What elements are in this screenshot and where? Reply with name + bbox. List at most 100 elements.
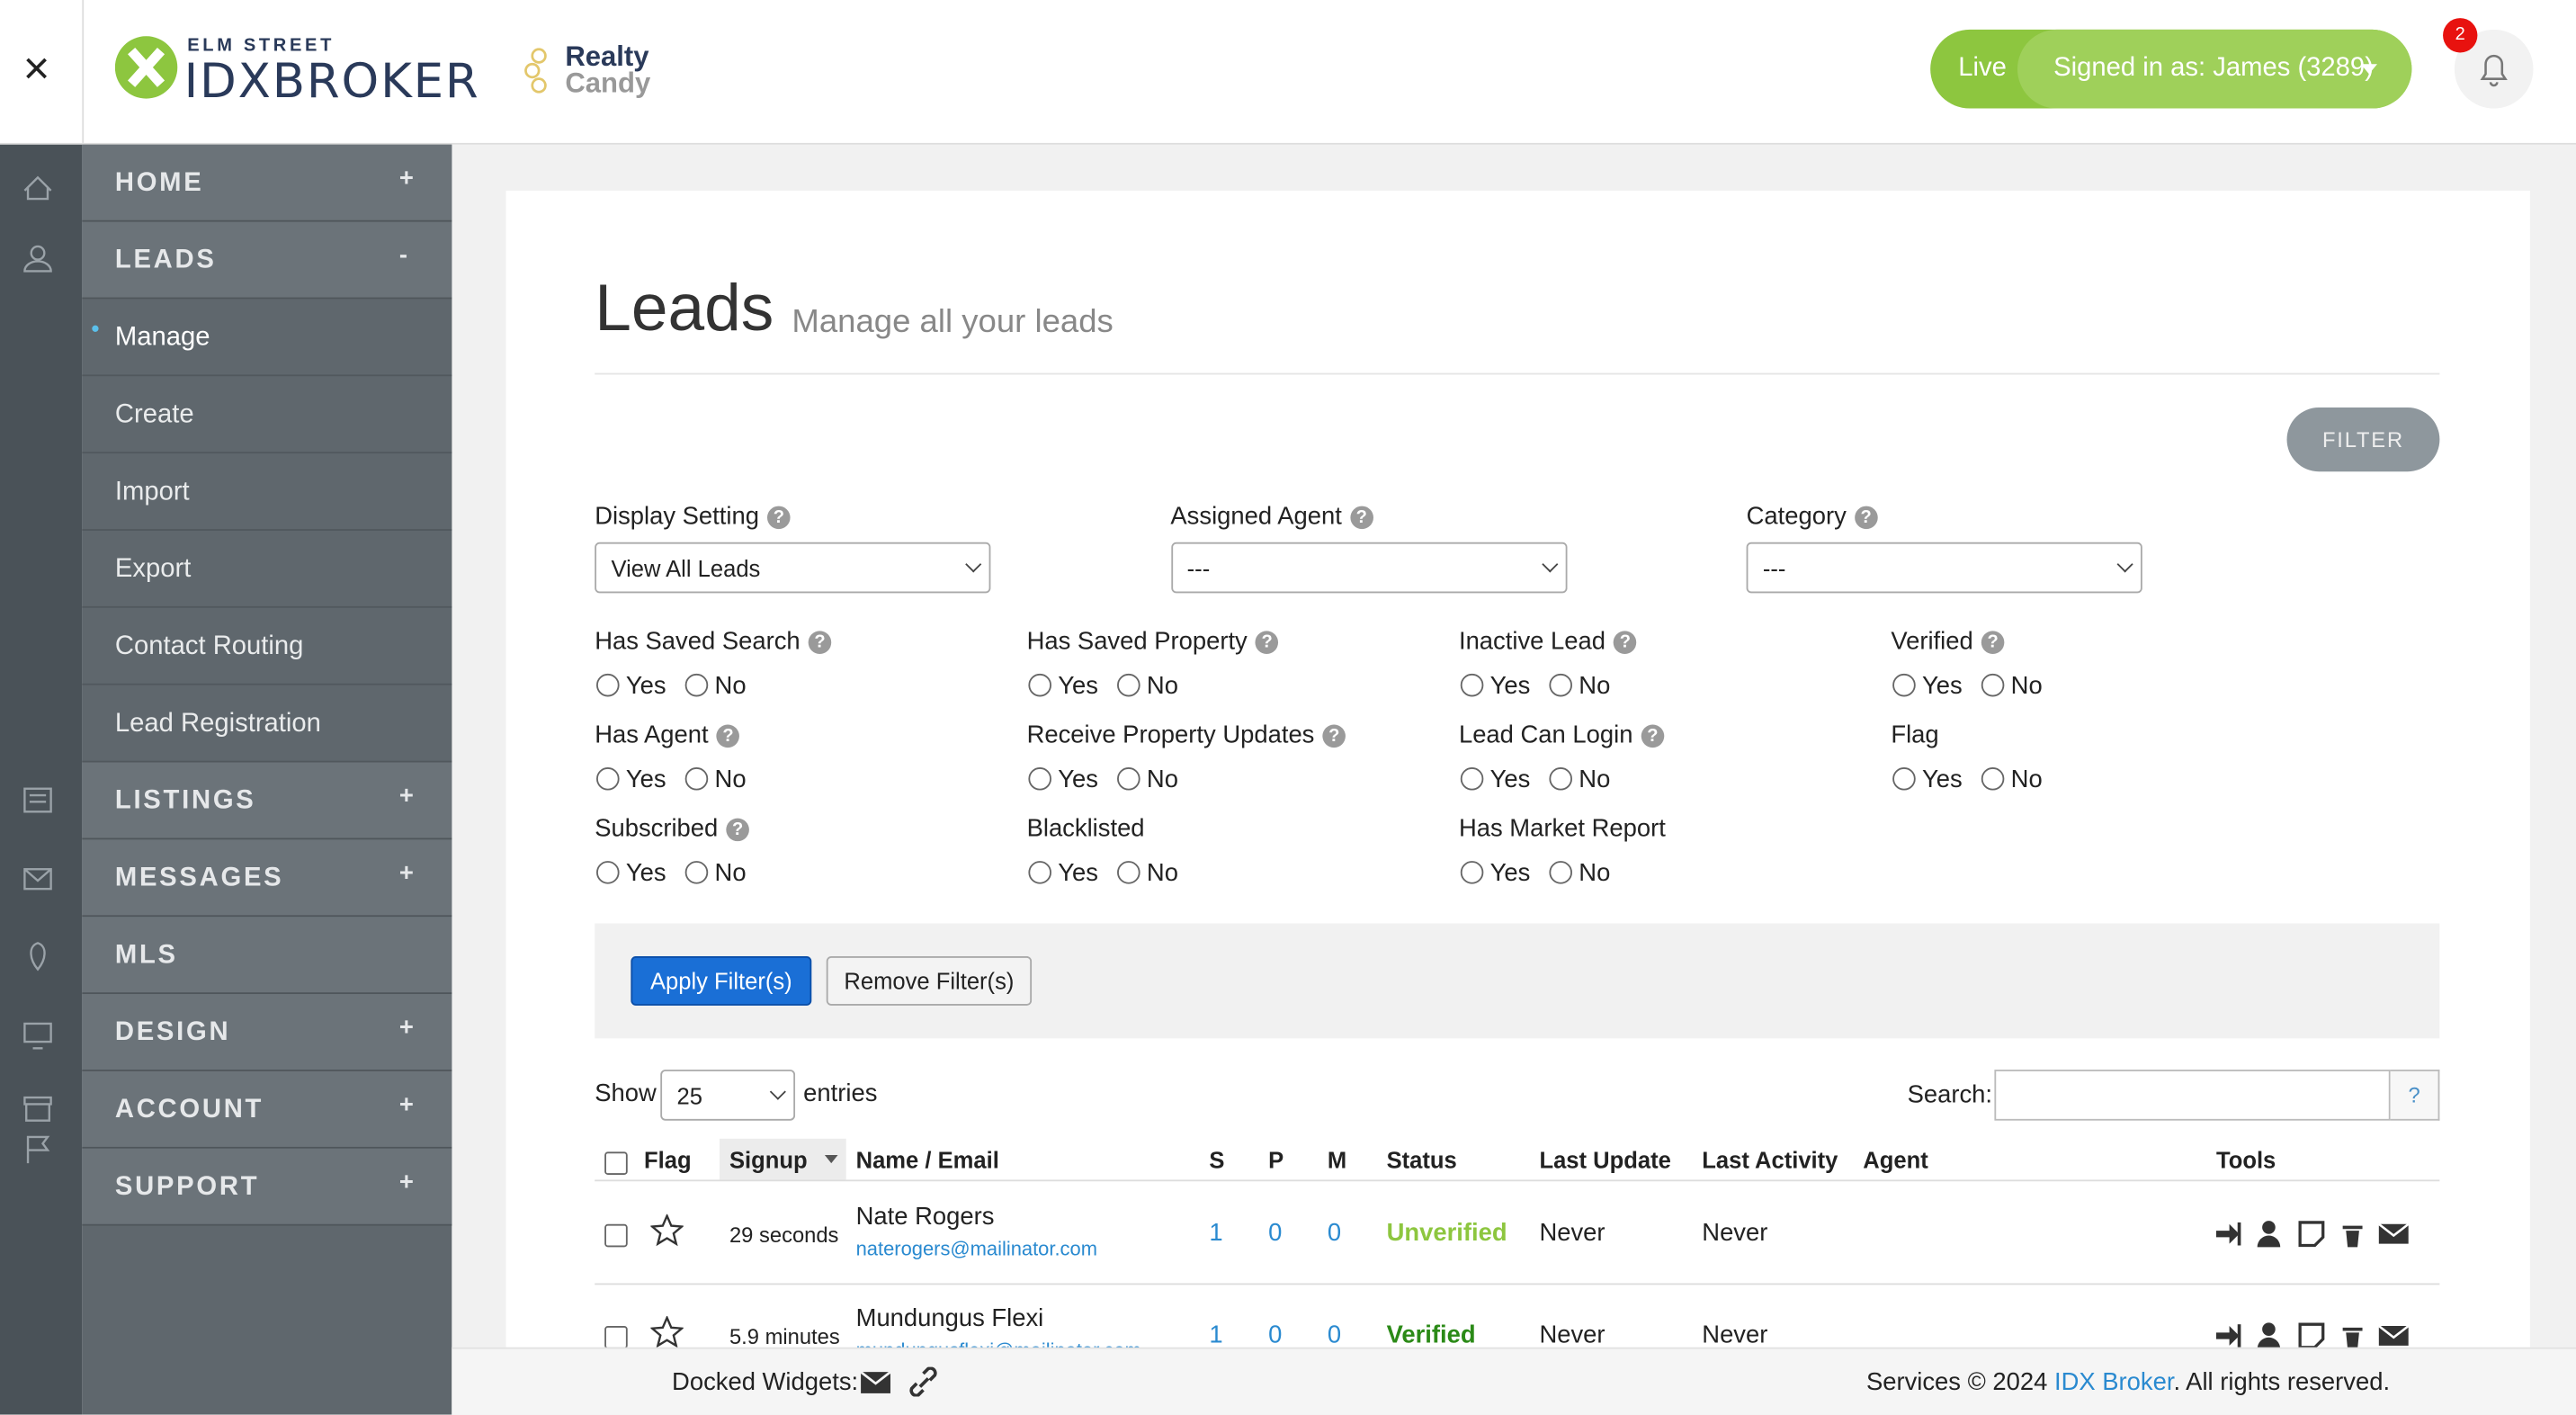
lead-name[interactable]: Mundungus Flexi: [855, 1304, 1044, 1333]
radio-text[interactable]: Yes: [1489, 672, 1531, 701]
remove-button[interactable]: Remove Filter(s): [826, 956, 1033, 1006]
radio-option[interactable]: No: [1117, 672, 1178, 700]
radio[interactable]: [1028, 673, 1051, 697]
radio-option[interactable]: Yes: [1892, 672, 1963, 700]
radio[interactable]: [684, 861, 709, 884]
radio-text[interactable]: No: [2010, 766, 2043, 794]
live-label[interactable]: Live: [1958, 54, 2007, 83]
radio-text[interactable]: Yes: [625, 859, 666, 888]
radio[interactable]: [684, 766, 709, 791]
radio-text[interactable]: No: [1579, 766, 1611, 794]
radio-text[interactable]: No: [2010, 672, 2043, 701]
menu-item[interactable]: Lead Registration: [82, 685, 452, 763]
radio-text[interactable]: Yes: [1922, 766, 1963, 794]
close-button[interactable]: ×: [22, 42, 50, 94]
help-icon[interactable]: ?: [1255, 631, 1279, 654]
radio[interactable]: [1028, 861, 1051, 884]
radio-text[interactable]: No: [1579, 672, 1611, 701]
menu-label[interactable]: LISTINGS: [114, 786, 256, 815]
radio-text[interactable]: Yes: [1058, 672, 1099, 701]
menu-header[interactable]: MLS: [82, 917, 452, 995]
count-p[interactable]: 0: [1268, 1219, 1283, 1248]
select-all[interactable]: [604, 1151, 628, 1175]
radio-text[interactable]: Yes: [1058, 766, 1099, 794]
entries-select[interactable]: 25: [660, 1070, 796, 1121]
column-header[interactable]: Agent: [1863, 1146, 1928, 1174]
select[interactable]: View All Leads: [595, 542, 991, 594]
flag-star[interactable]: [649, 1213, 684, 1254]
filter-button[interactable]: FILTER: [2286, 407, 2440, 472]
menu-header[interactable]: MESSAGES +: [82, 839, 452, 918]
radio-text[interactable]: Yes: [1489, 859, 1531, 888]
menu-item-label[interactable]: Import: [114, 478, 190, 506]
menu-item-label[interactable]: Manage: [114, 323, 210, 352]
count-s[interactable]: 1: [1209, 1321, 1223, 1349]
radio-text[interactable]: Yes: [1058, 859, 1099, 888]
column-header[interactable]: M: [1327, 1146, 1347, 1174]
column-header[interactable]: Flag: [643, 1146, 692, 1174]
radio-option[interactable]: No: [1117, 859, 1178, 887]
radio[interactable]: [1892, 673, 1916, 697]
menu-toggle[interactable]: +: [398, 1168, 416, 1196]
radio-option[interactable]: Yes: [1028, 859, 1098, 887]
menu-label[interactable]: HOME: [114, 169, 204, 198]
help-icon[interactable]: ?: [1981, 631, 2005, 654]
radio-text[interactable]: No: [1146, 859, 1178, 888]
column-header[interactable]: Last Activity: [1702, 1146, 1838, 1174]
radio-text[interactable]: No: [714, 672, 747, 701]
menu-item[interactable]: Import: [82, 453, 452, 531]
menu-header[interactable]: LEADS -: [82, 221, 452, 300]
bell-button[interactable]: [2454, 29, 2534, 109]
help-icon[interactable]: ?: [726, 818, 749, 842]
lead-email[interactable]: mundungusflexi@mailinator.com: [856, 1339, 1141, 1348]
radio[interactable]: [1549, 766, 1572, 791]
search-input[interactable]: [1994, 1070, 2391, 1121]
radio[interactable]: [684, 673, 709, 697]
footer-link[interactable]: IDX Broker: [2053, 1368, 2174, 1397]
radio-text[interactable]: Yes: [1922, 672, 1963, 701]
search-help[interactable]: ?: [2390, 1070, 2440, 1121]
radio-text[interactable]: No: [1579, 859, 1611, 888]
radio-text[interactable]: No: [1146, 672, 1178, 701]
help-icon[interactable]: ?: [1349, 506, 1373, 530]
radio[interactable]: [1460, 673, 1484, 697]
menu-toggle[interactable]: -: [398, 241, 410, 270]
menu-item-label[interactable]: Export: [114, 555, 192, 584]
account-inner[interactable]: [2017, 29, 2412, 109]
column-header[interactable]: Status: [1386, 1146, 1457, 1174]
help-icon[interactable]: ?: [1854, 506, 1878, 530]
menu-label[interactable]: ACCOUNT: [114, 1096, 264, 1124]
menu-toggle[interactable]: +: [398, 164, 416, 193]
menu-item[interactable]: Export: [82, 530, 452, 608]
menu-label[interactable]: DESIGN: [114, 1018, 231, 1047]
radio[interactable]: [1028, 766, 1051, 791]
radio-option[interactable]: Yes: [1460, 672, 1531, 701]
flag-star[interactable]: [649, 1314, 684, 1356]
menu-toggle[interactable]: +: [398, 1013, 416, 1043]
menu-label[interactable]: MESSAGES: [114, 864, 284, 892]
column-header[interactable]: Name / Email: [855, 1146, 999, 1174]
radio-text[interactable]: No: [714, 859, 747, 888]
help-icon[interactable]: ?: [1614, 631, 1637, 654]
tools[interactable]: [2213, 1217, 2413, 1257]
radio-option[interactable]: No: [684, 672, 747, 701]
row-checkbox[interactable]: [604, 1326, 628, 1349]
menu-item[interactable]: Manage: [82, 299, 452, 377]
help-icon[interactable]: ?: [1322, 724, 1346, 748]
count-m[interactable]: 0: [1327, 1321, 1342, 1349]
docked-icons[interactable]: [859, 1366, 951, 1397]
radio[interactable]: [1981, 673, 2005, 697]
radio-option[interactable]: Yes: [1028, 766, 1098, 793]
radio-option[interactable]: No: [1981, 672, 2043, 700]
menu-toggle[interactable]: +: [398, 1090, 416, 1119]
radio-option[interactable]: Yes: [596, 766, 666, 793]
radio-option[interactable]: Yes: [1892, 766, 1963, 793]
radio[interactable]: [1981, 766, 2005, 791]
column-header[interactable]: S: [1209, 1146, 1225, 1174]
radio[interactable]: [1460, 766, 1484, 791]
radio[interactable]: [1117, 673, 1140, 697]
menu-item-label[interactable]: Lead Registration: [114, 710, 321, 739]
menu-item-label[interactable]: Contact Routing: [114, 632, 304, 661]
column-header[interactable]: P: [1268, 1146, 1284, 1174]
radio-text[interactable]: Yes: [625, 766, 666, 794]
